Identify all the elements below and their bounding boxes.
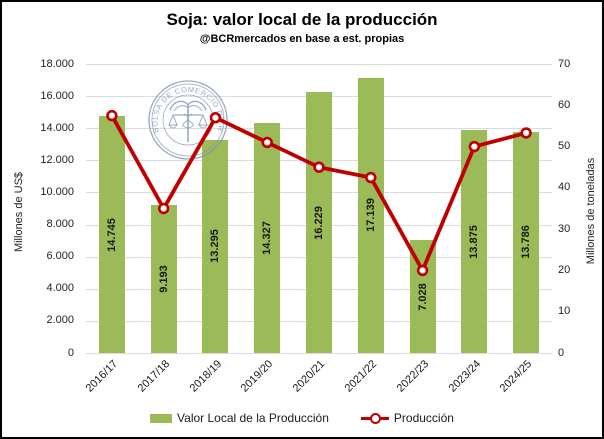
bar-2024/25 (513, 131, 540, 353)
x-axis-label: 2017/18 (135, 358, 173, 395)
line-series-swatch-icon (360, 412, 389, 424)
gridline (86, 64, 552, 65)
chart-title: Soja: valor local de la producción (166, 10, 438, 29)
production-point (416, 264, 429, 277)
production-point (365, 171, 377, 184)
production-point (157, 202, 170, 215)
x-axis-label: 2018/19 (187, 358, 224, 395)
right-axis-tick: 40 (558, 181, 571, 194)
production-point (520, 127, 532, 139)
bar-2017/18 (150, 205, 177, 353)
left-axis-tick: 6.000 (46, 250, 74, 263)
bar-2016/17 (98, 116, 125, 353)
production-point (468, 140, 481, 153)
bar-2020/21 (306, 92, 332, 353)
right-axis-tick: 10 (558, 305, 571, 318)
right-axis-tick: 50 (558, 140, 571, 153)
bar-2021/22 (357, 77, 384, 353)
left-axis-tick: 2.000 (46, 314, 74, 327)
production-point (261, 136, 273, 149)
left-axis-tick: 0 (67, 346, 74, 359)
x-axis-label: 2019/20 (239, 358, 276, 395)
legend-label-line: Producción (393, 411, 454, 425)
x-axis-label: 2023/24 (446, 358, 483, 395)
gridline (86, 353, 552, 354)
legend-label-bar: Valor Local de la Producción (177, 411, 329, 425)
left-axis-tick: 16.000 (40, 89, 74, 102)
left-axis-tick: 4.000 (46, 282, 74, 295)
right-axis-tick: 30 (558, 222, 571, 235)
left-axis-tick: 10.000 (40, 185, 74, 198)
left-axis-tick: 18.000 (40, 57, 74, 70)
production-line (110, 114, 527, 273)
plot-area: 14.745 9.193 13.295 14.327 16.229 17.139 7.028… (86, 64, 552, 354)
legend-item-line: Producción (360, 411, 454, 425)
x-axis-label: 2020/21 (290, 358, 328, 395)
right-axis-tick: 60 (558, 98, 571, 111)
x-axis-label: 2021/22 (342, 358, 380, 395)
legend: Valor Local de la Producción Producción (2, 411, 602, 425)
bar-2018/19 (202, 139, 229, 353)
production-point (106, 109, 118, 122)
chart-subtitle: @BCRmercados en base a est. propias (199, 33, 405, 45)
left-axis-tick: 8.000 (46, 218, 74, 231)
left-axis-tick: 14.000 (40, 121, 74, 134)
x-axis-label: 2022/23 (394, 358, 432, 395)
left-axis-tick: 12.000 (40, 153, 74, 166)
production-point (313, 161, 325, 173)
bar-2019/20 (254, 122, 281, 353)
right-axis-tick: 0 (558, 346, 565, 359)
x-axis-label: 2024/25 (498, 358, 535, 395)
right-axis-tick: 70 (558, 57, 571, 70)
legend-item-bar: Valor Local de la Producción (150, 411, 329, 425)
bar-series-swatch-icon (150, 413, 173, 423)
production-line-layer (106, 109, 532, 277)
right-axis-tick: 20 (558, 263, 571, 276)
production-point (209, 111, 222, 124)
bar-2022/23 (409, 240, 436, 353)
x-axis-label: 2016/17 (83, 358, 121, 395)
